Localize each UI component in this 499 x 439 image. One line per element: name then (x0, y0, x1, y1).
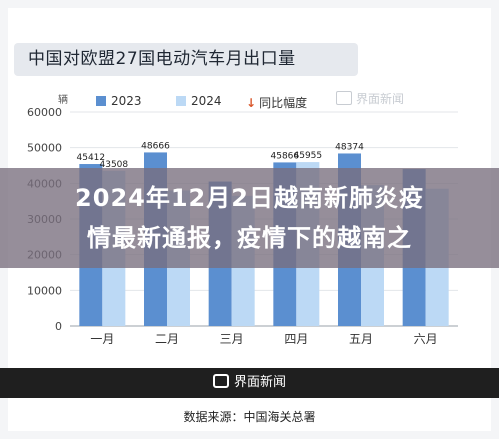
x-tick-label: 六月 (414, 332, 438, 346)
legend-item-2023: 2023 (96, 94, 142, 108)
x-tick-label: 二月 (155, 332, 179, 346)
legend-label-yoy: 同比幅度 (259, 96, 308, 110)
data-label: 48666 (141, 141, 170, 151)
data-label: 45412 (77, 153, 106, 163)
watermark-top-text: 界面新闻 (356, 92, 405, 106)
legend-item-yoy: ↓ 同比幅度 (246, 94, 307, 111)
headline-line-1: 2024年12月2日越南新肺炎疫 (75, 184, 424, 212)
chart-title: 中国对欧盟27国电动汽车月出口量 (14, 43, 358, 76)
data-label: 43508 (100, 160, 129, 170)
y-tick-label: 50000 (27, 142, 62, 155)
headline-line-2: 情最新通报，疫情下的越南之 (87, 224, 412, 252)
legend-label-2023: 2023 (111, 94, 142, 108)
legend-label-2024: 2024 (191, 94, 222, 108)
y-tick-label: 10000 (27, 284, 62, 297)
watermark-top: 界面新闻 (336, 90, 404, 107)
x-tick-label: 一月 (90, 332, 114, 346)
data-label: 48374 (335, 142, 364, 152)
data-source: 数据来源：中国海关总署 (183, 410, 316, 424)
x-tick-label: 四月 (284, 332, 308, 346)
watermark-logo-icon (336, 91, 352, 105)
down-arrow-icon: ↓ (246, 96, 257, 110)
x-tick-label: 三月 (220, 332, 244, 346)
y-tick-label: 60000 (27, 106, 62, 119)
y-tick-label: 0 (55, 320, 62, 333)
legend-item-2024: 2024 (176, 94, 222, 108)
x-tick-label: 五月 (349, 332, 373, 346)
legend-swatch-2024 (176, 96, 186, 106)
data-label: 45866 (271, 151, 300, 161)
y-axis-unit-label: 辆 (58, 95, 68, 106)
footer-watermark-text: 界面新闻 (233, 375, 286, 390)
headline-overlay: 2024年12月2日越南新肺炎疫 情最新通报，疫情下的越南之 (0, 168, 499, 268)
jiemian-logo-icon (212, 374, 229, 388)
footer-watermark-bar: 界面新闻 (0, 368, 499, 398)
legend-swatch-2023 (96, 96, 106, 106)
data-label: 45955 (294, 151, 323, 161)
